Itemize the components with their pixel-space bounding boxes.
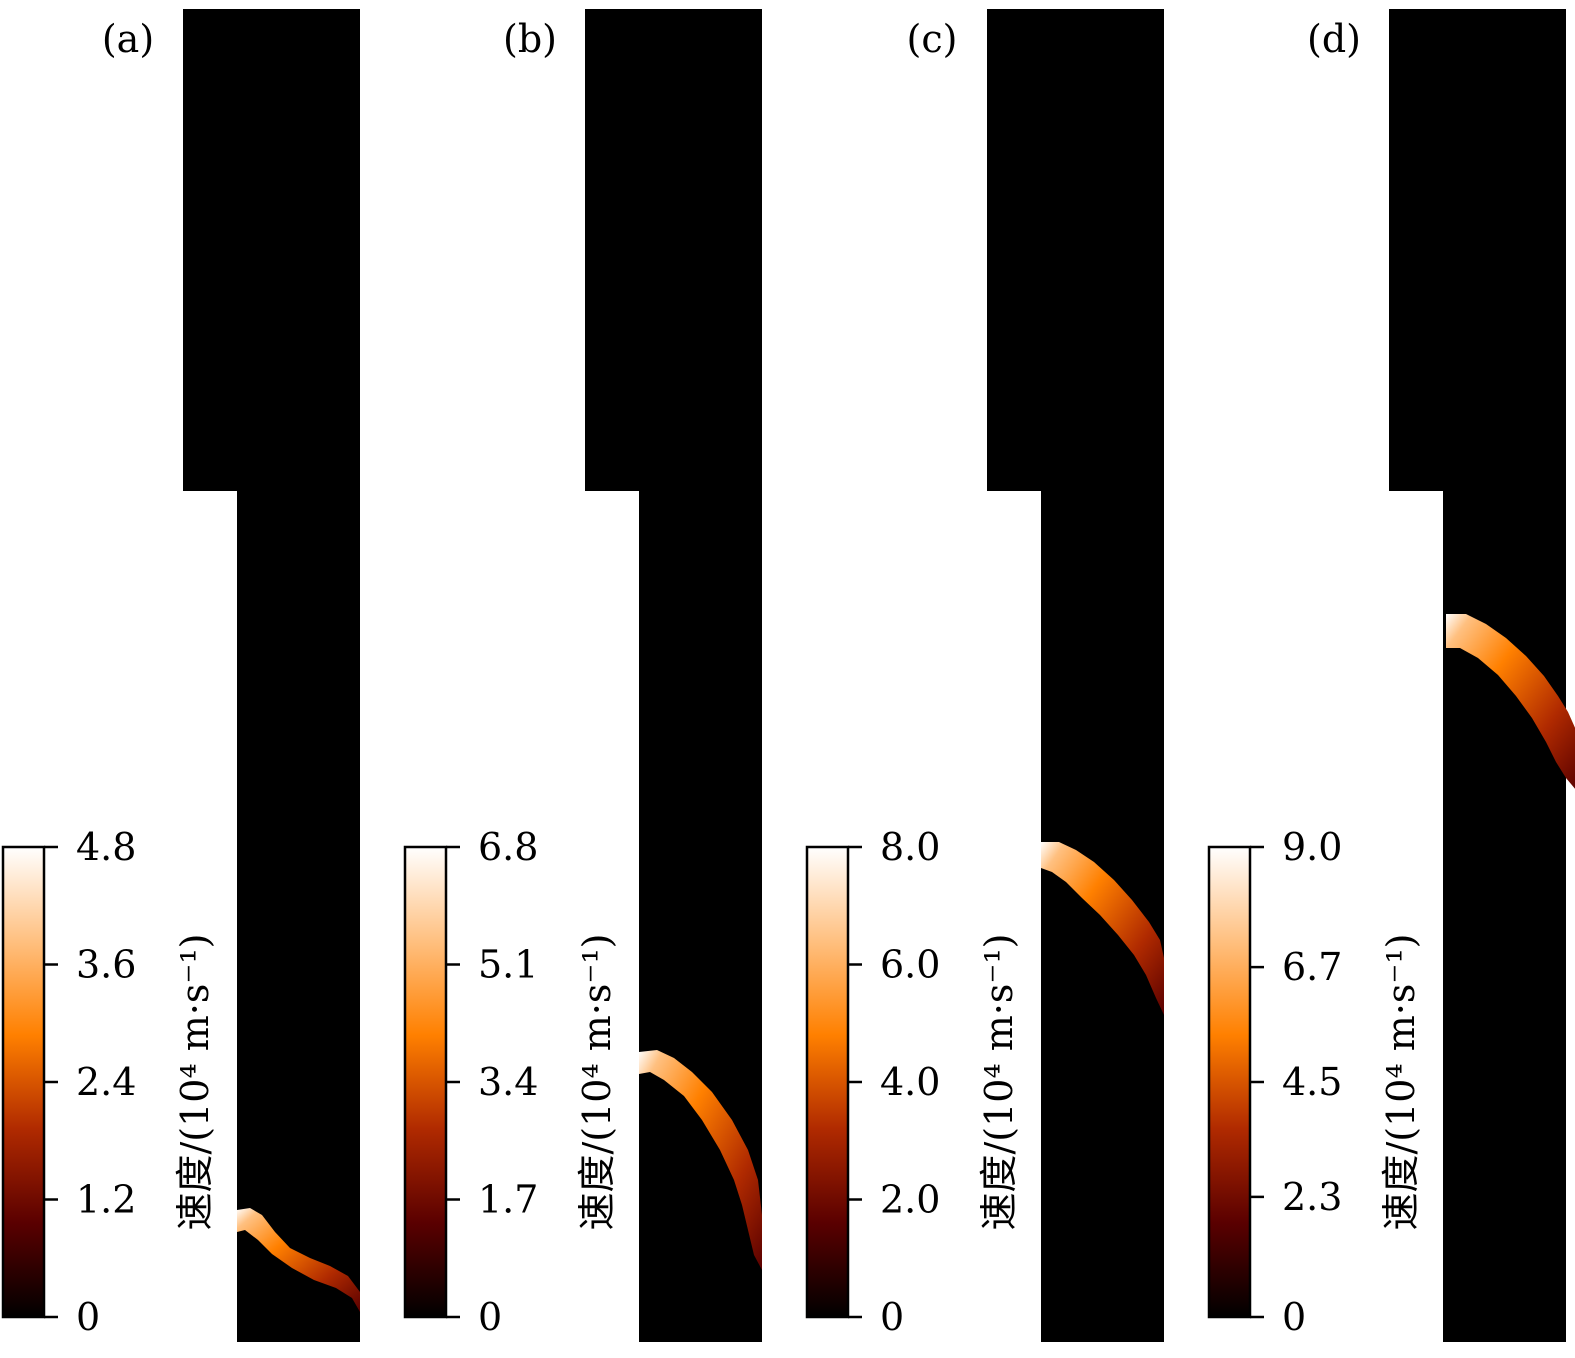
panel-label: (a) xyxy=(102,17,154,61)
colorbar-tick-label: 1.7 xyxy=(478,1178,538,1222)
colorbar-gradient xyxy=(403,845,448,1319)
colorbar-label: 速度/(10⁴ m·s⁻¹) xyxy=(1379,933,1423,1230)
colorbar-tick-label: 2.3 xyxy=(1282,1175,1342,1219)
colorbar-tick-label: 4.0 xyxy=(880,1060,940,1104)
colorbar-label: 速度/(10⁴ m·s⁻¹) xyxy=(575,933,619,1230)
panel-d: (d) 0 2.3 4.5 6.7 9.0 速度/(10⁴ m·s⁻¹) xyxy=(1207,9,1575,1342)
colorbar-tick-label: 2.0 xyxy=(880,1178,940,1222)
domain-field xyxy=(1389,9,1566,1342)
colorbar: 0 2.3 4.5 6.7 9.0 速度/(10⁴ m·s⁻¹) xyxy=(1207,825,1423,1339)
colorbar-tick-label: 3.6 xyxy=(76,943,136,987)
colorbar-tick-label: 6.7 xyxy=(1282,945,1342,989)
shock-front xyxy=(1446,614,1575,789)
colorbar-tick-label: 2.4 xyxy=(76,1060,136,1104)
colorbar-tick-label: 0 xyxy=(76,1295,100,1339)
domain-field xyxy=(183,9,360,1342)
shock-front xyxy=(237,1208,360,1312)
colorbar-tick-label: 0 xyxy=(1282,1295,1306,1339)
panel-b: (b) 0 1.7 3.4 5.1 6.8 速度/(10⁴ m·s⁻¹) xyxy=(403,9,762,1342)
colorbar-tick-label: 1.2 xyxy=(76,1178,136,1222)
colorbar-tick-label: 6.8 xyxy=(478,825,538,869)
colorbar-tick-label: 0 xyxy=(880,1295,904,1339)
colorbar-gradient xyxy=(805,845,850,1319)
colorbar-gradient xyxy=(1,845,46,1319)
panel-label: (d) xyxy=(1307,17,1361,61)
colorbar-tick-label: 8.0 xyxy=(880,825,940,869)
domain-field xyxy=(585,9,762,1342)
colorbar-label: 速度/(10⁴ m·s⁻¹) xyxy=(173,933,217,1230)
colorbar-tick-label: 0 xyxy=(478,1295,502,1339)
colorbar-label: 速度/(10⁴ m·s⁻¹) xyxy=(977,933,1021,1230)
colorbar-tick-label: 4.5 xyxy=(1282,1060,1342,1104)
panel-label: (c) xyxy=(907,17,958,61)
domain-field xyxy=(987,9,1164,1342)
panel-a: (a) 0 1.2 2.4 3.6 4.8 速度/(10⁴ m·s⁻¹) xyxy=(1,9,360,1342)
panel-label: (b) xyxy=(503,17,557,61)
colorbar: 0 1.2 2.4 3.6 4.8 速度/(10⁴ m·s⁻¹) xyxy=(1,825,217,1339)
colorbar-tick-label: 4.8 xyxy=(76,825,136,869)
colorbar: 0 2.0 4.0 6.0 8.0 速度/(10⁴ m·s⁻¹) xyxy=(805,825,1021,1339)
colorbar-tick-label: 9.0 xyxy=(1282,825,1342,869)
panel-c: (c) 0 2.0 4.0 6.0 8.0 速度/(10⁴ m·s⁻¹) xyxy=(805,9,1164,1342)
colorbar-tick-label: 6.0 xyxy=(880,943,940,987)
colorbar: 0 1.7 3.4 5.1 6.8 速度/(10⁴ m·s⁻¹) xyxy=(403,825,619,1339)
shock-front xyxy=(639,1050,762,1270)
colorbar-gradient xyxy=(1207,845,1252,1319)
shock-front xyxy=(1041,842,1164,1015)
colorbar-tick-label: 3.4 xyxy=(478,1060,538,1104)
colorbar-tick-label: 5.1 xyxy=(478,943,538,987)
